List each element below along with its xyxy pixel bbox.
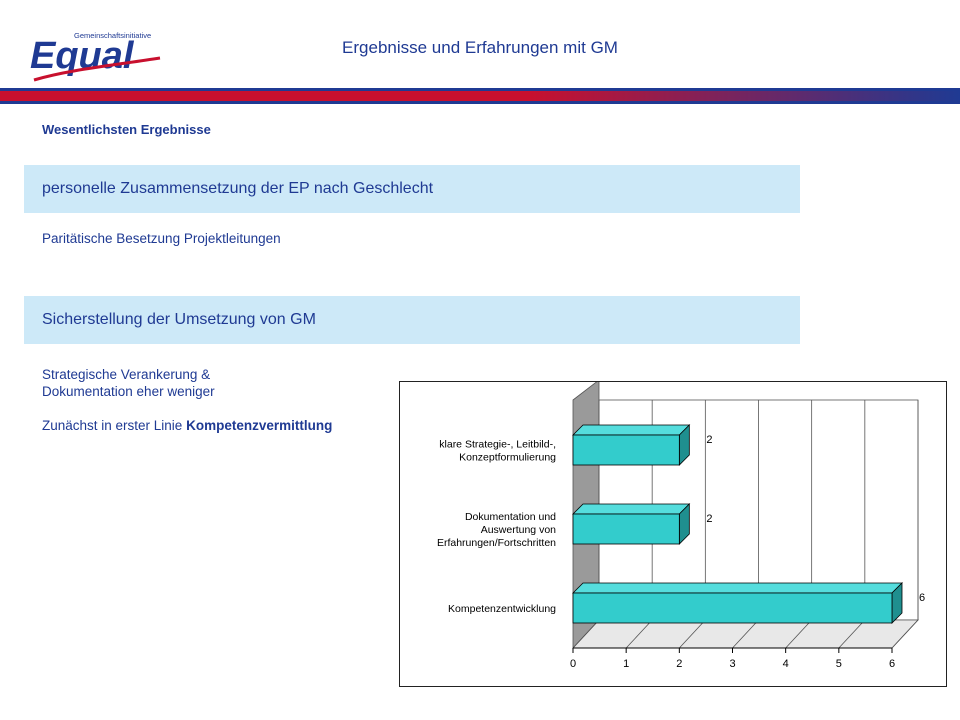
section-label: Wesentlichsten Ergebnisse: [42, 122, 211, 137]
data-label: 2: [706, 434, 712, 446]
x-tick-label: 4: [783, 658, 789, 670]
logo-swoosh: [33, 56, 161, 82]
x-tick-label: 3: [729, 658, 735, 670]
data-label: 2: [706, 513, 712, 525]
text-bold: Kompetenzvermittlung: [186, 418, 333, 433]
floor-gridline: [679, 619, 706, 649]
bar-chart: 0 1 2 3 4 5 6 2 klare Strategie-, Leitbild-,Konz…: [437, 379, 925, 670]
category-label: Auswertung von: [481, 524, 556, 536]
text-prefix: Zunächst in erster Linie: [42, 418, 187, 433]
bar-top: [572, 503, 691, 515]
chart-container: 0 1 2 3 4 5 6 2 klare Strategie-, Leitbild-, Konz…: [399, 379, 947, 687]
x-tick-label: 0: [570, 658, 576, 670]
band-gender-composition: personelle Zusammensetzung der EP nach G…: [24, 165, 800, 213]
x-tick-label: 1: [623, 658, 629, 670]
category-label: Dokumentation und: [465, 511, 556, 523]
bar-top: [572, 582, 903, 594]
bar: [572, 592, 893, 624]
floor-gridline: [838, 619, 866, 649]
band2-text: Strategische Verankerung & Dokumentation…: [42, 366, 332, 434]
bar-top: [572, 424, 691, 436]
logo-small-text: Gemeinschaftsinitiative: [74, 31, 151, 40]
floor-gridline: [891, 619, 919, 649]
equal-logo: Gemeinschaftsinitiative Equal: [30, 31, 161, 82]
floor-gridline: [572, 619, 600, 649]
text-line: Strategische Verankerung &: [42, 367, 211, 382]
category-label: Kompetenzentwicklung: [448, 603, 556, 615]
bar: [572, 434, 680, 466]
bar: [572, 513, 680, 545]
band1-text: Paritätische Besetzung Projektleitungen: [42, 231, 281, 246]
x-tick-label: 5: [836, 658, 842, 670]
category-label: klare Strategie-, Leitbild-,: [439, 439, 556, 451]
text-line: Dokumentation eher weniger: [42, 384, 215, 399]
text-line: Zunächst in erster Linie Kompetenzvermit…: [42, 417, 332, 434]
data-label: 6: [919, 592, 925, 604]
band-title: Sicherstellung der Umsetzung von GM: [42, 311, 316, 328]
category-label: Erfahrungen/Fortschritten: [437, 537, 556, 549]
floor-gridline: [732, 619, 759, 649]
header-color-strip: [0, 88, 960, 104]
category-label: Konzeptformulierung: [459, 452, 556, 464]
band-gm-implementation: Sicherstellung der Umsetzung von GM: [24, 296, 800, 344]
page-title: Ergebnisse und Erfahrungen mit GM: [342, 38, 618, 57]
x-tick-label: 2: [676, 658, 682, 670]
x-tick-label: 6: [889, 658, 895, 670]
floor-gridline: [625, 619, 653, 649]
band-title: personelle Zusammensetzung der EP nach G…: [42, 180, 434, 197]
floor-gridline: [785, 619, 812, 649]
